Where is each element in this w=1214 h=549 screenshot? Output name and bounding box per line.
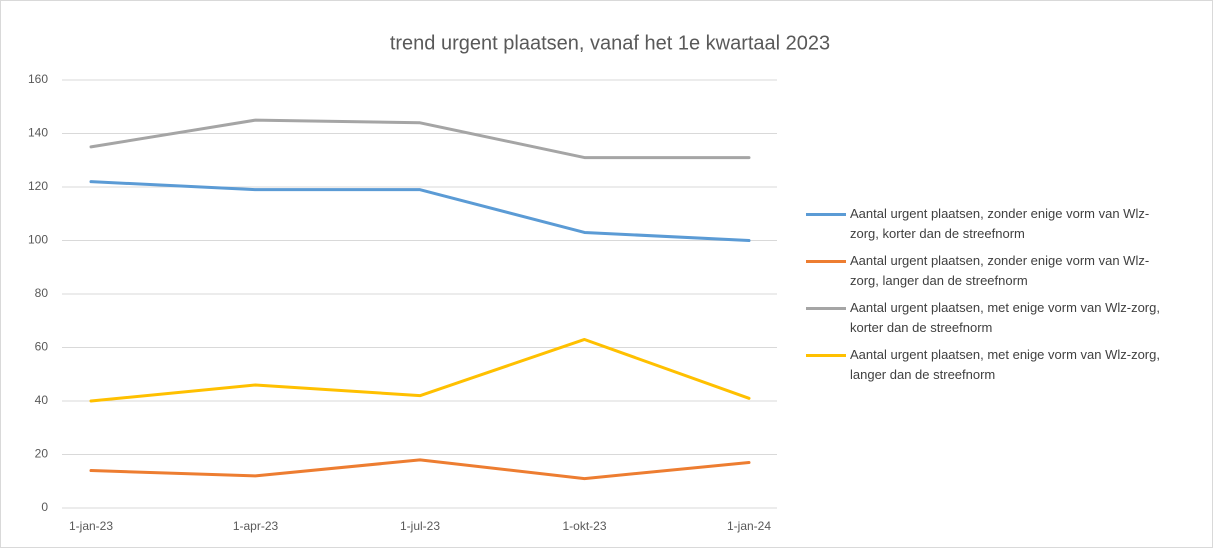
- legend-swatch: [806, 307, 846, 310]
- y-tick-label: 120: [28, 179, 48, 193]
- x-tick-label: 1-okt-23: [562, 519, 606, 533]
- y-tick-label: 100: [28, 233, 48, 247]
- y-tick-label: 40: [35, 393, 49, 407]
- x-tick-label: 1-jul-23: [400, 519, 440, 533]
- y-tick-label: 0: [41, 500, 48, 514]
- legend-item: Aantal urgent plaatsen, met enige vorm v…: [806, 298, 1166, 338]
- legend-swatch: [806, 213, 846, 216]
- y-tick-label: 160: [28, 72, 48, 86]
- legend-swatch: [806, 354, 846, 357]
- y-tick-label: 140: [28, 126, 48, 140]
- series-line: [89, 118, 751, 160]
- chart-title: trend urgent plaatsen, vanaf het 1e kwar…: [390, 32, 830, 54]
- series-line: [89, 458, 751, 481]
- x-tick-label: 1-jan-23: [69, 519, 113, 533]
- legend-item: Aantal urgent plaatsen, zonder enige vor…: [806, 251, 1166, 291]
- y-tick-label: 60: [35, 340, 49, 354]
- legend-item: Aantal urgent plaatsen, met enige vorm v…: [806, 345, 1166, 385]
- y-tick-label: 80: [35, 286, 49, 300]
- legend-item: Aantal urgent plaatsen, zonder enige vor…: [806, 204, 1166, 244]
- legend-label: Aantal urgent plaatsen, met enige vorm v…: [850, 300, 1160, 335]
- legend-label: Aantal urgent plaatsen, zonder enige vor…: [850, 253, 1150, 288]
- x-tick-label: 1-apr-23: [233, 519, 279, 533]
- x-tick-label: 1-jan-24: [727, 519, 771, 533]
- y-tick-label: 20: [35, 447, 49, 461]
- legend-label: Aantal urgent plaatsen, met enige vorm v…: [850, 347, 1160, 382]
- series-line: [89, 337, 751, 403]
- series-line: [89, 180, 751, 242]
- legend: Aantal urgent plaatsen, zonder enige vor…: [806, 204, 1166, 392]
- legend-label: Aantal urgent plaatsen, zonder enige vor…: [850, 206, 1150, 241]
- legend-swatch: [806, 260, 846, 263]
